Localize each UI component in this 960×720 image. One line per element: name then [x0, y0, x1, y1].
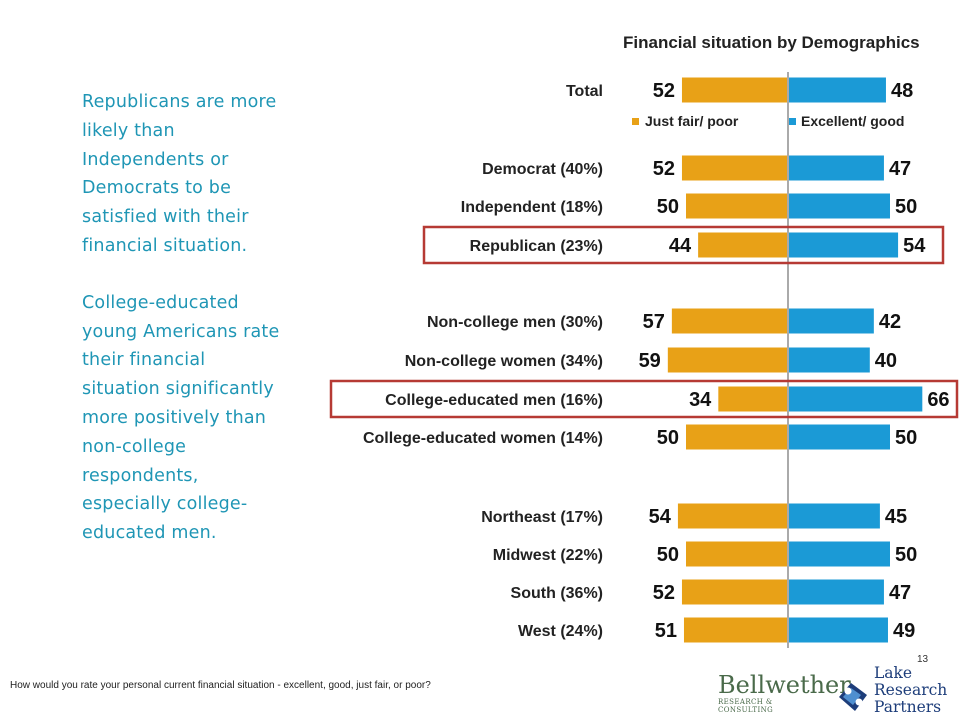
bar-excellent-good-northeast	[789, 503, 880, 529]
value-label-excellent-good-midwest: 50	[895, 544, 917, 566]
category-label-south: South (36%)	[511, 585, 603, 602]
category-label-total: Total	[566, 83, 603, 100]
bar-excellent-good-college-educated-women	[789, 424, 890, 450]
bar-excellent-good-independent	[789, 193, 890, 219]
bar-just-fair-poor-republican	[698, 232, 787, 258]
lake-logo-line-3: Partners	[874, 698, 942, 716]
page-number: 13	[917, 654, 929, 665]
value-label-excellent-good-democrat: 47	[889, 158, 911, 180]
value-label-excellent-good-south: 47	[889, 582, 911, 604]
value-label-just-fair-poor-midwest: 50	[657, 544, 679, 566]
highlight-box-republican	[422, 225, 945, 265]
bar-excellent-good-non-college-men	[789, 308, 874, 334]
bar-just-fair-poor-midwest	[686, 541, 787, 567]
value-label-just-fair-poor-college-educated-men: 34	[689, 389, 712, 411]
puzzle-piece-icon	[839, 683, 867, 711]
bar-just-fair-poor-independent	[686, 193, 787, 219]
bar-just-fair-poor-south	[681, 579, 787, 605]
highlight-box-college-educated-men	[329, 379, 959, 419]
category-label-independent: Independent (18%)	[461, 199, 603, 216]
value-label-just-fair-poor-independent: 50	[657, 196, 679, 218]
value-label-excellent-good-republican: 54	[903, 235, 926, 257]
value-label-just-fair-poor-college-educated-women: 50	[657, 427, 679, 449]
category-label-republican: Republican (23%)	[470, 238, 603, 255]
bellwether-logo-name: Bellwether	[718, 671, 851, 699]
value-label-excellent-good-non-college-men: 42	[879, 311, 901, 333]
value-label-just-fair-poor-non-college-men: 57	[643, 311, 665, 333]
summary-text: Republicans are more likely than Indepen…	[82, 88, 282, 548]
bar-excellent-good-west	[789, 617, 888, 643]
bellwether-logo-tagline: RESEARCH & CONSULTING	[718, 698, 774, 714]
category-label-northeast: Northeast (17%)	[481, 509, 603, 526]
bar-excellent-good-south	[789, 579, 884, 605]
bar-just-fair-poor-democrat	[681, 155, 787, 181]
lake-logo-line-2: Research	[874, 681, 948, 699]
category-label-college-educated-men: College-educated men (16%)	[385, 392, 603, 409]
value-label-just-fair-poor-west: 51	[655, 620, 677, 642]
summary-paragraph-2: College-educated young Americans rate th…	[82, 292, 280, 544]
chart-title: Financial situation by Demographics	[623, 33, 920, 52]
lake-logo-line-1: Lake	[874, 664, 913, 682]
legend-label-just-fair-poor: Just fair/ poor	[645, 113, 739, 129]
lake-research-partners-name: Lake Research Partners	[874, 665, 947, 716]
bar-just-fair-poor-total	[681, 77, 787, 103]
value-label-excellent-good-non-college-women: 40	[875, 350, 897, 372]
bar-just-fair-poor-college-educated-men	[718, 386, 787, 412]
legend-swatch-excellent-good	[789, 118, 796, 125]
category-label-non-college-men: Non-college men (30%)	[427, 314, 603, 331]
category-label-democrat: Democrat (40%)	[482, 161, 603, 178]
value-label-just-fair-poor-northeast: 54	[649, 506, 672, 528]
lake-research-partners-logo: Lake Research Partners	[833, 665, 960, 720]
bar-just-fair-poor-northeast	[677, 503, 787, 529]
survey-question-footnote: How would you rate your personal current…	[10, 680, 431, 691]
bar-just-fair-poor-non-college-men	[671, 308, 787, 334]
bar-excellent-good-midwest	[789, 541, 890, 567]
value-label-just-fair-poor-republican: 44	[669, 235, 692, 257]
bar-just-fair-poor-college-educated-women	[686, 424, 787, 450]
value-label-just-fair-poor-democrat: 52	[653, 158, 675, 180]
value-label-just-fair-poor-south: 52	[653, 582, 675, 604]
value-label-excellent-good-northeast: 45	[885, 506, 907, 528]
category-label-non-college-women: Non-college women (34%)	[405, 353, 603, 370]
summary-paragraph-1: Republicans are more likely than Indepen…	[82, 92, 277, 256]
value-label-excellent-good-independent: 50	[895, 196, 917, 218]
bar-excellent-good-college-educated-men	[789, 386, 923, 412]
bar-excellent-good-republican	[789, 232, 899, 258]
legend-swatch-just-fair-poor	[632, 118, 639, 125]
bar-excellent-good-democrat	[789, 155, 884, 181]
value-label-excellent-good-college-educated-women: 50	[895, 427, 917, 449]
bar-excellent-good-total	[789, 77, 886, 103]
category-label-midwest: Midwest (22%)	[493, 547, 603, 564]
bar-just-fair-poor-west	[683, 617, 787, 643]
category-label-west: West (24%)	[518, 623, 603, 640]
bellwether-logo: Bellwether RESEARCH & CONSULTING	[718, 671, 851, 714]
value-label-just-fair-poor-total: 52	[653, 80, 675, 102]
category-label-college-educated-women: College-educated women (14%)	[363, 430, 603, 447]
value-label-just-fair-poor-non-college-women: 59	[639, 350, 661, 372]
value-label-excellent-good-west: 49	[893, 620, 915, 642]
bar-excellent-good-non-college-women	[789, 347, 870, 373]
legend-label-excellent-good: Excellent/ good	[801, 113, 904, 129]
value-label-excellent-good-total: 48	[891, 80, 913, 102]
bar-just-fair-poor-non-college-women	[667, 347, 787, 373]
value-label-excellent-good-college-educated-men: 66	[927, 389, 949, 411]
